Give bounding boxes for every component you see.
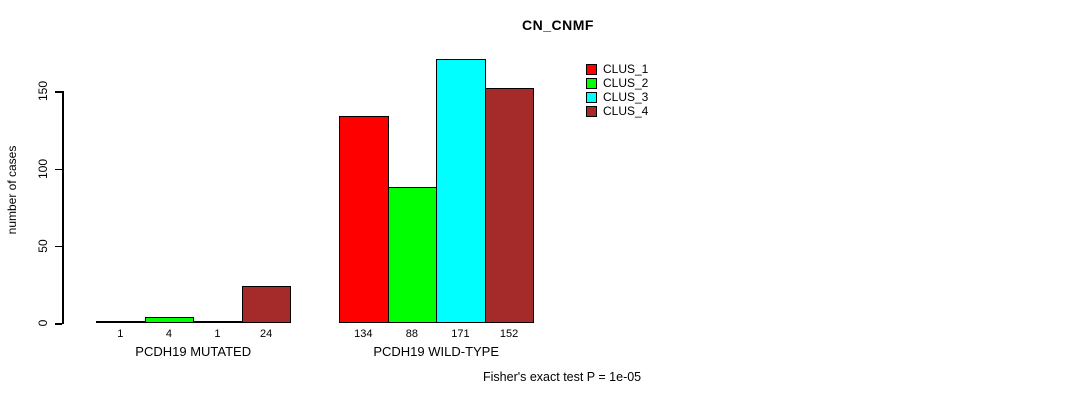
bar-clus_1-group2 bbox=[339, 116, 389, 323]
bar-clus_3-group2 bbox=[436, 58, 486, 323]
y-axis-tick bbox=[55, 91, 62, 93]
bar-value-label: 171 bbox=[451, 328, 470, 340]
bar-value-label: 1 bbox=[117, 328, 124, 340]
bar-value-label: 24 bbox=[259, 328, 273, 340]
legend-swatch-icon bbox=[586, 91, 597, 103]
bar-clus_2-group1 bbox=[144, 316, 195, 323]
bar-value-label: 4 bbox=[165, 328, 172, 340]
bar-value-label: 152 bbox=[499, 328, 519, 340]
legend-item-clus_2: CLUS_2 bbox=[586, 76, 648, 90]
legend-swatch-icon bbox=[586, 77, 597, 89]
legend-label: CLUS_4 bbox=[603, 104, 649, 118]
bar-clus_2-group2 bbox=[387, 187, 438, 323]
legend-label: CLUS_2 bbox=[603, 76, 649, 90]
bar-clus_4-group1 bbox=[241, 285, 292, 323]
bar-value-label: 1 bbox=[214, 328, 221, 340]
bar-clus_4-group2 bbox=[484, 88, 535, 323]
y-axis-tick-label: 100 bbox=[36, 158, 50, 179]
y-axis-line bbox=[62, 91, 64, 325]
y-axis-tick-label: 150 bbox=[36, 81, 50, 102]
y-axis-tick bbox=[55, 168, 62, 171]
y-axis-tick bbox=[55, 323, 62, 325]
y-axis-tick bbox=[55, 245, 62, 248]
bar-value-label: 88 bbox=[405, 328, 419, 340]
group-label: PCDH19 WILD-TYPE bbox=[373, 344, 500, 359]
annotation-fishers-test: Fisher's exact test P = 1e-05 bbox=[483, 370, 642, 384]
y-axis-tick-label: 50 bbox=[36, 239, 50, 253]
legend-swatch-icon bbox=[586, 63, 597, 75]
y-axis-title: number of cases bbox=[5, 145, 19, 235]
legend-swatch-icon bbox=[586, 105, 597, 117]
legend-label: CLUS_3 bbox=[603, 90, 649, 104]
legend-item-clus_3: CLUS_3 bbox=[586, 90, 648, 104]
group-label: PCDH19 MUTATED bbox=[135, 344, 252, 359]
legend-label: CLUS_1 bbox=[603, 62, 649, 76]
bar-clus_3-group1 bbox=[193, 321, 243, 323]
y-axis-tick-label: 0 bbox=[36, 319, 50, 327]
bar-value-label: 134 bbox=[354, 328, 373, 340]
legend: CLUS_1 CLUS_2 CLUS_3 CLUS_4 bbox=[586, 62, 648, 118]
bar-clus_1-group1 bbox=[96, 321, 146, 323]
legend-item-clus_1: CLUS_1 bbox=[586, 62, 648, 76]
legend-item-clus_4: CLUS_4 bbox=[586, 104, 648, 118]
chart-title: CN_CNMF bbox=[522, 17, 594, 33]
